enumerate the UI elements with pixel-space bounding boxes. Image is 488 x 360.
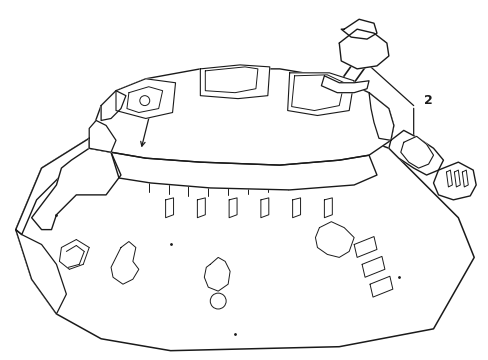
Polygon shape xyxy=(32,148,121,230)
Polygon shape xyxy=(116,79,175,118)
Polygon shape xyxy=(89,121,116,152)
Polygon shape xyxy=(446,170,451,187)
Polygon shape xyxy=(324,198,332,218)
Polygon shape xyxy=(197,198,205,218)
Polygon shape xyxy=(16,230,66,314)
Polygon shape xyxy=(453,170,459,187)
Polygon shape xyxy=(388,130,443,175)
Polygon shape xyxy=(369,276,392,297)
Polygon shape xyxy=(339,29,388,69)
Polygon shape xyxy=(287,73,353,116)
Polygon shape xyxy=(368,93,393,140)
Polygon shape xyxy=(16,109,473,351)
Polygon shape xyxy=(260,198,268,218)
Polygon shape xyxy=(291,75,344,111)
Polygon shape xyxy=(461,170,468,187)
Polygon shape xyxy=(400,136,433,168)
Polygon shape xyxy=(111,152,376,190)
Polygon shape xyxy=(16,138,91,235)
Polygon shape xyxy=(361,256,384,277)
Polygon shape xyxy=(292,198,300,218)
Polygon shape xyxy=(111,242,139,284)
Polygon shape xyxy=(315,222,353,257)
Text: 1: 1 xyxy=(148,93,157,105)
Polygon shape xyxy=(321,76,368,93)
Polygon shape xyxy=(229,198,237,218)
Polygon shape xyxy=(127,87,163,113)
Text: 2: 2 xyxy=(423,94,432,107)
Polygon shape xyxy=(433,162,475,200)
Polygon shape xyxy=(204,257,230,291)
Polygon shape xyxy=(165,198,173,218)
Polygon shape xyxy=(89,69,393,165)
Polygon shape xyxy=(205,67,257,93)
Polygon shape xyxy=(101,91,126,121)
Polygon shape xyxy=(341,19,376,39)
Polygon shape xyxy=(200,65,269,99)
Polygon shape xyxy=(353,237,376,257)
